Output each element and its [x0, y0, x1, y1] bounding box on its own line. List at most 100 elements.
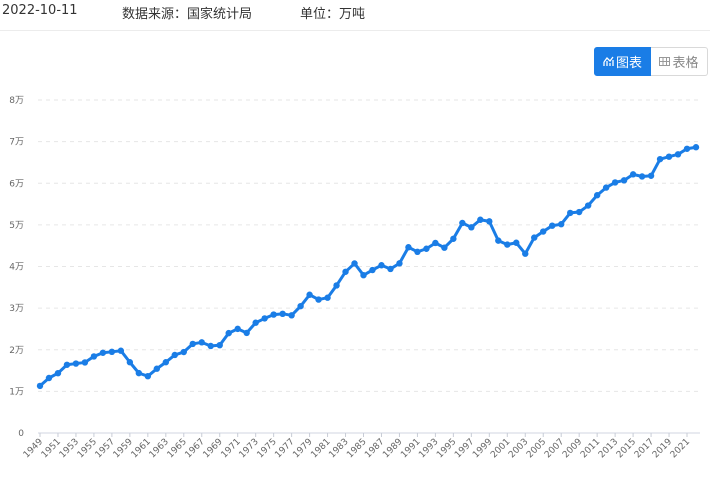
- data-point: [225, 329, 232, 337]
- data-point: [306, 291, 313, 298]
- x-tick-label: 1989: [381, 437, 404, 460]
- data-point: [126, 359, 134, 366]
- x-tick-label: 2011: [579, 437, 602, 460]
- data-point: [297, 302, 304, 310]
- data-point: [584, 202, 592, 209]
- x-tick-label: 1963: [148, 437, 171, 460]
- y-tick-label: 1万: [9, 387, 24, 397]
- unit-label: 单位：万吨: [300, 7, 366, 22]
- x-tick-label: 2015: [615, 437, 638, 460]
- x-tick-label: 1997: [453, 437, 476, 460]
- data-point: [620, 177, 628, 184]
- data-point: [459, 219, 466, 227]
- data-point: [378, 262, 385, 269]
- data-point: [540, 228, 547, 235]
- y-tick-label: 4万: [9, 263, 24, 273]
- x-tick-label: 2005: [525, 437, 548, 460]
- data-point: [234, 325, 241, 333]
- data-point: [414, 248, 421, 256]
- data-point: [396, 260, 403, 267]
- x-tick-label: 2003: [507, 437, 530, 460]
- x-tick-label: 2017: [633, 437, 656, 460]
- data-point: [54, 369, 62, 377]
- data-point: [683, 145, 691, 152]
- data-point: [315, 296, 322, 303]
- data-point: [611, 179, 619, 186]
- table-view-button[interactable]: 表格: [651, 47, 708, 76]
- x-tick-label: 1961: [130, 437, 153, 460]
- data-point: [108, 348, 116, 356]
- data-point: [342, 268, 349, 275]
- x-tick-label: 2009: [561, 437, 584, 460]
- chart-view-label: 图表: [615, 56, 642, 71]
- data-point: [216, 341, 223, 349]
- data-point: [63, 361, 71, 368]
- y-tick-label: 2万: [9, 346, 24, 356]
- data-point: [351, 260, 358, 267]
- x-tick-label: 2001: [489, 437, 512, 460]
- x-tick-label: 2021: [669, 437, 692, 460]
- data-point: [189, 340, 196, 348]
- data-point: [270, 311, 277, 318]
- data-point: [468, 224, 475, 231]
- data-point: [90, 353, 98, 360]
- x-tick-label: 1977: [273, 437, 296, 460]
- x-tick-label: 1959: [112, 437, 135, 460]
- data-point: [549, 222, 556, 229]
- data-point: [333, 282, 340, 289]
- data-point: [450, 235, 457, 242]
- data-point: [288, 312, 295, 319]
- y-tick-label: 8万: [9, 96, 24, 106]
- y-tick-label: 6万: [9, 179, 24, 189]
- data-point: [180, 348, 187, 356]
- data-point: [638, 173, 646, 180]
- chart-icon: [603, 56, 614, 66]
- data-point: [387, 265, 394, 273]
- data-point: [81, 359, 89, 366]
- data-point: [674, 151, 682, 158]
- data-point: [72, 360, 80, 367]
- x-tick-label: 1979: [291, 437, 314, 460]
- data-point: [360, 271, 367, 279]
- data-point: [162, 359, 170, 366]
- data-point: [135, 369, 143, 377]
- data-point: [575, 208, 583, 216]
- data-point: [513, 239, 520, 246]
- x-tick-label: 1967: [184, 437, 207, 460]
- data-point: [99, 349, 107, 356]
- data-point: [405, 244, 412, 251]
- x-tick-label: 1949: [22, 437, 45, 460]
- x-tick-label: 1985: [345, 437, 368, 460]
- table-icon: [659, 57, 671, 66]
- chart-view-button[interactable]: 图表: [594, 47, 651, 76]
- data-point: [324, 294, 331, 301]
- x-tick-label: 1999: [471, 437, 494, 460]
- data-point: [656, 155, 664, 163]
- x-tick-label: 2019: [651, 437, 674, 460]
- data-point: [369, 266, 376, 274]
- data-point: [279, 310, 286, 318]
- update-date: 2022-10-11: [2, 3, 78, 18]
- x-tick-label: 2007: [543, 437, 566, 460]
- data-point: [441, 244, 448, 251]
- data-point: [602, 184, 610, 191]
- data-source: 数据来源：国家统计局: [122, 7, 253, 22]
- table-view-label: 表格: [672, 56, 699, 71]
- data-point: [504, 241, 511, 248]
- x-tick-label: 1955: [76, 437, 99, 460]
- data-point: [486, 218, 493, 225]
- x-tick-label: 1965: [166, 437, 189, 460]
- data-point: [522, 250, 529, 257]
- data-point: [117, 347, 125, 354]
- y-tick-label: 0: [18, 429, 24, 439]
- data-point: [144, 372, 152, 380]
- x-tick-label: 1969: [202, 437, 225, 460]
- x-tick-label: 1971: [220, 437, 243, 460]
- x-tick-label: 1951: [40, 437, 63, 460]
- data-point: [261, 315, 268, 322]
- x-tick-label: 2013: [597, 437, 620, 460]
- info-header: 2022-10-11 数据来源：国家统计局 单位：万吨: [0, 0, 717, 30]
- data-point: [252, 319, 259, 326]
- data-point: [45, 374, 53, 382]
- data-point: [36, 382, 44, 390]
